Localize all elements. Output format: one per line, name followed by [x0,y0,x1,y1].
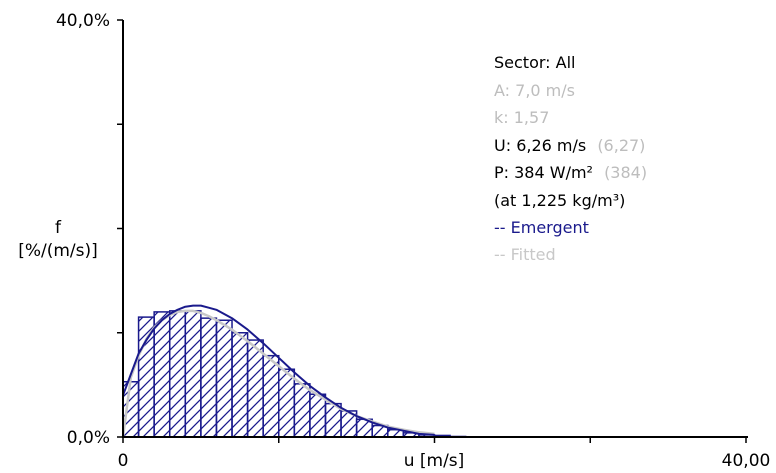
legend-fitted: -- Fitted [494,245,556,264]
axis-ticks [117,19,747,443]
x-axis-label: u [m/s] [404,451,465,471]
x-tick-label-right: 40,00 [722,451,771,471]
y-tick-label-bottom: 0,0% [67,428,110,448]
mean-speed-fitted: (6,27) [597,136,645,155]
power-density-fitted: (384) [604,163,647,182]
air-density-label: (at 1,225 kg/m³) [494,191,625,210]
histogram-bar [293,383,311,438]
histogram-bar [246,339,264,438]
histogram-bar [215,319,233,438]
legend: Sector: All A: 7,0 m/s k: 1,57 U: 6,26 m… [494,53,647,264]
histogram-bar [231,332,249,438]
y-axis-label-line2: [%/(m/s)] [18,241,98,261]
histogram-bar [137,316,155,438]
legend-emergent: -- Emergent [494,218,589,237]
x-tick-label-left: 0 [118,451,129,471]
histogram-bar [168,310,187,438]
weibull-a-label: A: 7,0 m/s [494,81,575,100]
sector-label: Sector: All [494,53,575,72]
histogram-bar [262,354,280,438]
y-axis-label-line1: f [55,218,62,238]
histogram-bar [184,310,202,438]
curves [121,304,435,438]
power-density-emergent: P: 384 W/m² [494,163,593,182]
y-tick-label-top: 40,0% [56,11,110,31]
emergent-curve [122,304,435,436]
power-density-label: P: 384 W/m² (384) [494,163,647,182]
histogram-bars [122,310,467,438]
histogram-bar [200,317,218,438]
histogram-bar [309,393,327,438]
histogram-bar [278,368,296,438]
mean-speed-label: U: 6,26 m/s (6,27) [494,136,645,155]
histogram-bar [153,311,171,438]
weibull-k-label: k: 1,57 [494,108,549,127]
mean-speed-emergent: U: 6,26 m/s [494,136,586,155]
